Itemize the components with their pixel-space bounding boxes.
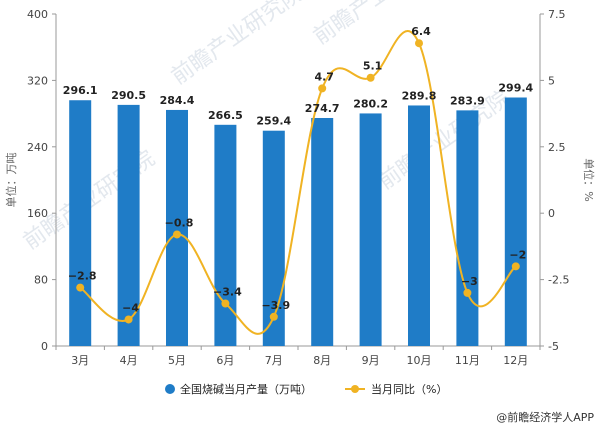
line-point xyxy=(463,288,472,297)
line-value-label: 5.1 xyxy=(363,60,383,73)
line-value-label: −3 xyxy=(461,275,478,288)
legend-line-label: 当月同比（%） xyxy=(371,382,447,396)
x-tick-label: 3月 xyxy=(71,354,89,367)
y-right-tick-label: -2.5 xyxy=(548,274,569,287)
bar-value-label: 274.7 xyxy=(305,102,340,115)
line-point xyxy=(318,84,327,93)
line-point xyxy=(269,312,278,321)
line-value-label: −0.8 xyxy=(165,216,194,229)
bar xyxy=(456,110,479,346)
line-point xyxy=(173,230,181,239)
line-value-label: −3.9 xyxy=(261,299,290,312)
y-left-tick-label: 160 xyxy=(27,207,48,220)
y-right-tick-label: 5 xyxy=(548,74,555,87)
x-tick-label: 5月 xyxy=(168,354,186,367)
bar xyxy=(311,117,334,347)
y-right-tick-label: 2.5 xyxy=(548,141,566,154)
line-value-label: −3.4 xyxy=(213,286,242,299)
bar-value-label: 259.4 xyxy=(256,115,291,128)
line-point xyxy=(76,283,85,292)
legend: 全国烧碱当月产量（万吨） 当月同比（%） xyxy=(165,382,447,396)
axes: 0 80 160 240 320 400 -5 -2.5 0 2.5 5 7.5 3月 4月 5月 6月 7月 8… xyxy=(4,8,596,367)
bar xyxy=(262,130,285,346)
y-right-tick-label: -5 xyxy=(548,340,559,353)
bar xyxy=(117,104,140,346)
x-tick-label: 9月 xyxy=(362,354,380,367)
y-left-tick-label: 320 xyxy=(27,74,48,87)
x-tick-label: 11月 xyxy=(455,354,480,367)
bar xyxy=(359,113,382,347)
bar-value-label: 283.9 xyxy=(450,94,485,107)
data-labels: 296.1 290.5 284.4 266.5 259.4 274.7 280.2 289.8… xyxy=(63,25,534,314)
legend-line-marker xyxy=(351,385,359,393)
watermark-text: 前瞻产业研究院 xyxy=(167,0,308,90)
y-right-tick-label: 0 xyxy=(548,207,555,220)
bar-value-label: 296.1 xyxy=(63,84,98,97)
legend-bar-label: 全国烧碱当月产量（万吨） xyxy=(180,382,312,396)
line-value-label: 6.4 xyxy=(411,25,431,38)
line-point xyxy=(124,315,133,324)
line-point xyxy=(511,262,520,271)
y-left-axis-title: 单位：万吨 xyxy=(4,153,18,208)
y-left-tick-label: 400 xyxy=(27,8,48,21)
bar-value-label: 266.5 xyxy=(208,109,243,122)
x-tick-label: 4月 xyxy=(120,354,138,367)
bar xyxy=(504,97,527,346)
legend-bar-marker xyxy=(165,384,175,394)
x-tick-label: 7月 xyxy=(265,354,283,367)
line-value-label: 4.7 xyxy=(314,70,334,83)
bar xyxy=(408,105,430,346)
x-tick-label: 8月 xyxy=(313,354,331,367)
line-value-label: −2.8 xyxy=(68,270,97,283)
x-tick-label: 12月 xyxy=(503,354,528,367)
line-value-label: −4 xyxy=(122,301,139,314)
line-path xyxy=(79,30,517,335)
x-tick-label: 6月 xyxy=(216,354,234,367)
line-point xyxy=(415,39,423,48)
y-left-tick-label: 0 xyxy=(41,340,48,353)
bar-value-label: 284.4 xyxy=(160,94,195,107)
line-point xyxy=(366,73,375,82)
bar-value-label: 299.4 xyxy=(498,81,533,94)
y-left-tick-label: 240 xyxy=(27,141,48,154)
bar-value-label: 289.8 xyxy=(402,89,437,102)
bar xyxy=(214,124,237,347)
y-right-tick-label: 7.5 xyxy=(548,8,566,21)
credit-text: @前瞻经济学人APP xyxy=(496,410,594,424)
bar xyxy=(166,109,188,346)
line-point xyxy=(221,299,230,308)
bar xyxy=(69,100,92,346)
line-series xyxy=(76,30,520,335)
bar-value-label: 290.5 xyxy=(111,89,146,102)
bar-value-label: 280.2 xyxy=(353,97,388,110)
y-right-axis-title: 单位：% xyxy=(582,158,596,201)
bar-series xyxy=(69,97,527,347)
line-value-label: −2 xyxy=(509,248,526,261)
y-left-tick-label: 80 xyxy=(34,274,48,287)
x-tick-label: 10月 xyxy=(407,354,432,367)
